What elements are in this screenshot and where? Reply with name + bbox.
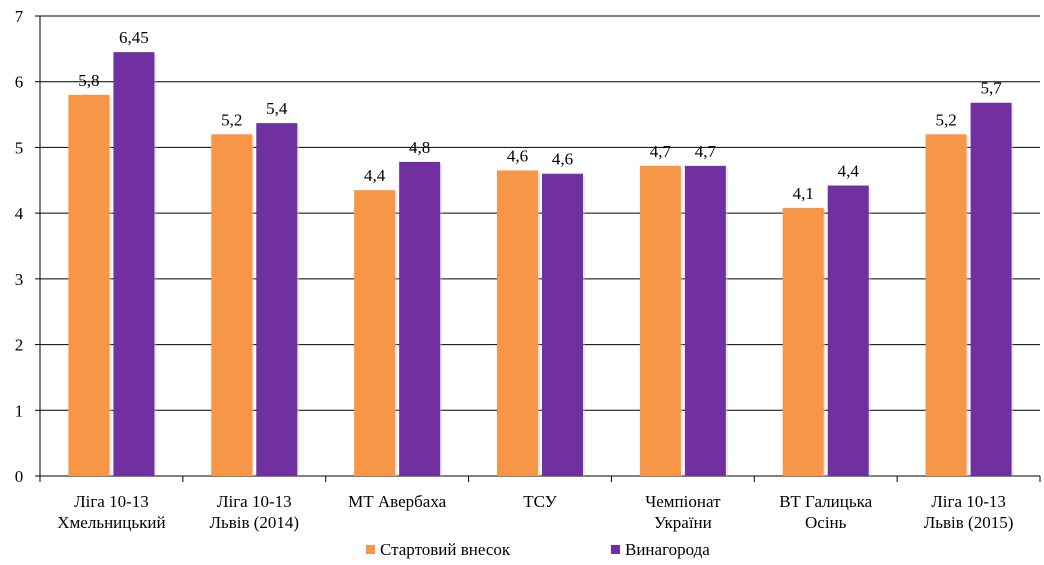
bar <box>782 207 824 476</box>
bar <box>827 185 869 477</box>
legend: Стартовий внесок Винагорода <box>366 540 710 559</box>
data-label: 5,2 <box>935 110 956 129</box>
bar <box>256 123 298 476</box>
legend-label: Стартовий внесок <box>380 540 511 559</box>
category-label-line: Ліга 10-13 <box>74 492 149 511</box>
category-label: Ліга 10-13 Хмельницький <box>57 492 165 532</box>
category-label-line: Ліга 10-13 <box>217 492 292 511</box>
category-label-line: Чемпіонат <box>645 492 721 511</box>
bar <box>211 134 253 477</box>
category-label-line: ВТ Галицька <box>779 492 872 511</box>
category-label: ТСУ <box>523 492 557 511</box>
data-label: 5,4 <box>266 99 288 118</box>
y-tick-label: 6 <box>15 73 24 92</box>
category-label-line: Осінь <box>805 513 847 532</box>
data-label: 4,6 <box>552 150 573 169</box>
bar <box>68 94 110 476</box>
data-label: 4,6 <box>507 146 528 165</box>
y-tick-label: 4 <box>15 204 24 223</box>
data-label: 6,45 <box>119 28 149 47</box>
data-label: 5,7 <box>980 79 1002 98</box>
bar <box>399 161 441 476</box>
data-label: 5,8 <box>78 71 99 90</box>
bars <box>68 52 1014 477</box>
bar <box>970 102 1012 476</box>
data-labels: 5,8 6,45 5,2 5,4 4,4 4,8 4,6 4,6 4,7 4,7 4,1 4,4 5,2… <box>78 28 1002 203</box>
data-label: 4,4 <box>364 166 386 185</box>
axes: 0 1 2 3 4 5 6 7 <box>15 7 1041 486</box>
data-label: 5,2 <box>221 110 242 129</box>
bar <box>113 52 155 477</box>
bar <box>684 165 726 477</box>
y-tick-label: 0 <box>15 467 24 486</box>
bar <box>497 170 538 476</box>
data-label: 4,1 <box>793 184 814 203</box>
bar <box>925 134 967 477</box>
category-label: МТ Авербаха <box>348 492 446 511</box>
y-tick-label: 3 <box>15 270 24 289</box>
category-label: ВТ Галицька Осінь <box>779 492 872 532</box>
bar <box>542 173 583 476</box>
category-label: Ліга 10-13 Львів (2014) <box>209 492 299 532</box>
category-label-line: Львів (2014) <box>209 513 299 532</box>
data-label: 4,8 <box>409 138 430 157</box>
legend-swatch <box>611 545 620 554</box>
y-tick-label: 7 <box>15 7 24 26</box>
bar <box>639 165 681 477</box>
category-label-line: України <box>654 513 712 532</box>
y-tick-label: 1 <box>15 401 24 420</box>
category-label-line: Львів (2015) <box>924 513 1014 532</box>
legend-label: Винагорода <box>625 540 710 559</box>
gridlines <box>40 15 1040 411</box>
data-label: 4,7 <box>695 142 717 161</box>
y-tick-label: 2 <box>15 336 24 355</box>
category-label: Ліга 10-13 Львів (2015) <box>924 492 1014 532</box>
category-label-line: МТ Авербаха <box>348 492 446 511</box>
category-label-line: Ліга 10-13 <box>931 492 1006 511</box>
category-labels: Ліга 10-13 Хмельницький Ліга 10-13 Львів (2… <box>57 492 1013 532</box>
category-label: Чемпіонат України <box>645 492 721 532</box>
data-label: 4,7 <box>650 142 672 161</box>
y-tick-label: 5 <box>15 138 24 157</box>
legend-swatch <box>366 545 375 554</box>
category-label-line: Хмельницький <box>57 513 165 532</box>
bar <box>354 190 396 476</box>
category-label-line: ТСУ <box>523 492 557 511</box>
data-label: 4,4 <box>838 162 860 181</box>
